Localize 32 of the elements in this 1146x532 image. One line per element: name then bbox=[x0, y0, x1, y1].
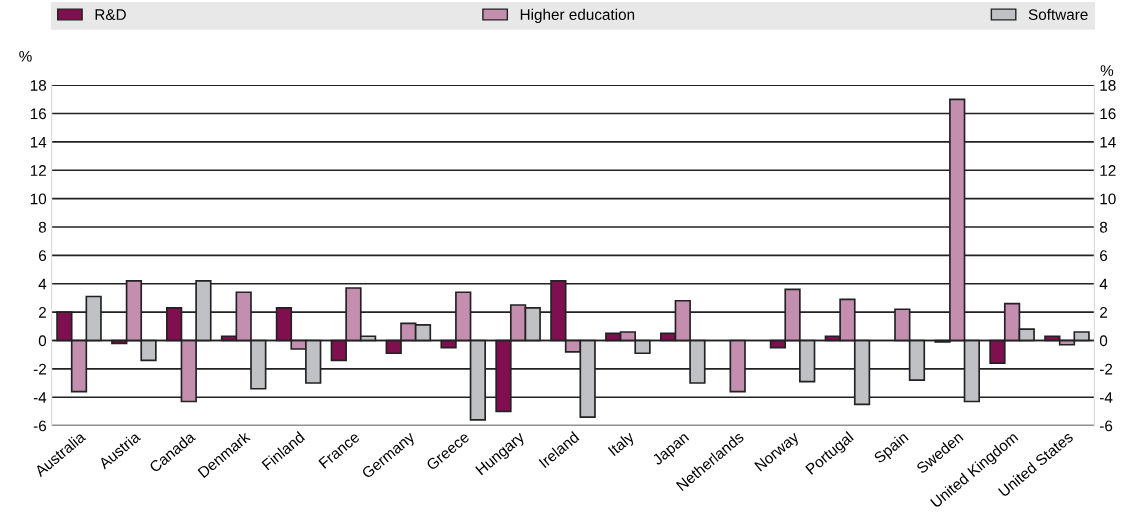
y-tick-label: 4 bbox=[38, 278, 47, 290]
y2-tick-label: 2 bbox=[1100, 306, 1108, 318]
legend-label: Software bbox=[1028, 8, 1088, 20]
y-axis-title: % bbox=[19, 50, 32, 62]
y2-tick-label: 4 bbox=[1099, 278, 1108, 290]
y-tick-label: 6 bbox=[38, 250, 47, 262]
y-tick-label: -2 bbox=[33, 363, 46, 375]
y2-tick-label: -2 bbox=[1099, 363, 1113, 375]
legend-label: Higher education bbox=[520, 8, 635, 24]
y-tick-label: 12 bbox=[30, 165, 46, 176]
y-tick-label: 14 bbox=[30, 136, 47, 148]
y-tick-label: 10 bbox=[30, 193, 47, 205]
y2-tick-label: 18 bbox=[1100, 79, 1116, 91]
y2-tick-label: 16 bbox=[1100, 108, 1116, 120]
y-tick-label: 18 bbox=[30, 79, 47, 91]
y-tick-label: -6 bbox=[33, 420, 47, 432]
y2-tick-label: -4 bbox=[1099, 392, 1113, 403]
y-tick-label: 2 bbox=[38, 306, 46, 318]
y-tick-label: 16 bbox=[30, 108, 47, 120]
y2-tick-label: 12 bbox=[1100, 165, 1116, 176]
y2-tick-label: 6 bbox=[1100, 250, 1108, 262]
y2-tick-label: 10 bbox=[1100, 193, 1116, 205]
y2-tick-label: -6 bbox=[1099, 420, 1113, 432]
y2-tick-label: 0 bbox=[1099, 335, 1108, 347]
y-tick-label: -4 bbox=[33, 392, 47, 403]
y-tick-label: 0 bbox=[38, 335, 47, 347]
y2-axis-title: % bbox=[1100, 65, 1114, 76]
y-tick-label: 8 bbox=[38, 221, 47, 233]
legend-label: R&D bbox=[95, 9, 126, 20]
y2-tick-label: 14 bbox=[1100, 136, 1116, 148]
y2-tick-label: 8 bbox=[1099, 221, 1108, 233]
x-tick-label: Italy bbox=[607, 430, 638, 459]
